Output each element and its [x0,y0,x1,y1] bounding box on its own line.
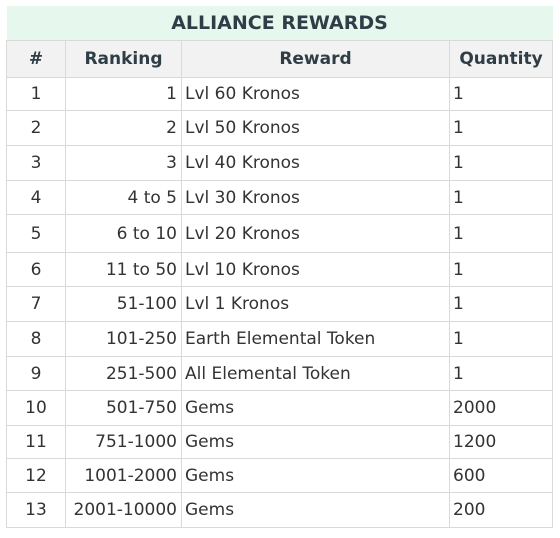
row-reward: Gems [181,458,450,493]
header-ranking: Ranking [65,40,182,78]
table-row: 6 11 to 50 Lvl 10 Kronos 1 [6,252,554,287]
row-reward: Lvl 40 Kronos [181,145,450,181]
row-ranking: 3 [65,145,182,181]
row-quantity: 1 [448,321,554,357]
row-ranking: 1 [65,77,182,111]
row-number: 11 [6,425,66,459]
row-quantity: 600 [448,458,554,493]
row-reward: All Elemental Token [181,356,450,391]
row-quantity: 1200 [448,425,554,459]
row-number: 12 [6,458,66,493]
table-row: 12 1001-2000 Gems 600 [6,458,554,493]
table-row: 2 2 Lvl 50 Kronos 1 [6,110,554,146]
row-number: 1 [6,77,66,111]
row-quantity: 1 [448,286,554,322]
table-row: 9 251-500 All Elemental Token 1 [6,356,554,391]
row-number: 3 [6,145,66,181]
row-quantity: 1 [448,77,554,111]
row-reward: Gems [181,492,450,528]
row-reward: Earth Elemental Token [181,321,450,357]
row-quantity: 1 [448,145,554,181]
row-quantity: 2000 [448,390,554,426]
row-reward: Lvl 10 Kronos [181,252,450,287]
row-number: 7 [6,286,66,322]
row-quantity: 1 [448,214,554,253]
row-reward: Lvl 20 Kronos [181,214,450,253]
header-num: # [6,40,66,78]
row-quantity: 200 [448,492,554,528]
row-number: 9 [6,356,66,391]
header-quantity: Quantity [448,40,554,78]
row-number: 8 [6,321,66,357]
table-row: 8 101-250 Earth Elemental Token 1 [6,321,554,357]
row-ranking: 51-100 [65,286,182,322]
table-header-row: # Ranking Reward Quantity [6,40,554,78]
row-ranking: 751-1000 [65,425,182,459]
row-ranking: 11 to 50 [65,252,182,287]
row-quantity: 1 [448,356,554,391]
row-reward: Gems [181,425,450,459]
row-number: 10 [6,390,66,426]
row-number: 5 [6,214,66,253]
row-quantity: 1 [448,252,554,287]
row-ranking: 1001-2000 [65,458,182,493]
row-ranking: 4 to 5 [65,180,182,215]
row-quantity: 1 [448,180,554,215]
row-quantity: 1 [448,110,554,146]
header-reward: Reward [181,40,450,78]
row-reward: Lvl 30 Kronos [181,180,450,215]
row-ranking: 251-500 [65,356,182,391]
table-row: 7 51-100 Lvl 1 Kronos 1 [6,286,554,322]
row-ranking: 501-750 [65,390,182,426]
row-ranking: 2 [65,110,182,146]
row-ranking: 101-250 [65,321,182,357]
table-row: 3 3 Lvl 40 Kronos 1 [6,145,554,181]
table-row: 11 751-1000 Gems 1200 [6,425,554,459]
row-number: 2 [6,110,66,146]
table-title: ALLIANCE REWARDS [6,6,553,41]
row-reward: Gems [181,390,450,426]
row-reward: Lvl 1 Kronos [181,286,450,322]
row-ranking: 6 to 10 [65,214,182,253]
table-row: 1 1 Lvl 60 Kronos 1 [6,77,554,111]
table-row: 10 501-750 Gems 2000 [6,390,554,426]
table-row: 13 2001-10000 Gems 200 [6,492,554,528]
row-reward: Lvl 60 Kronos [181,77,450,111]
row-reward: Lvl 50 Kronos [181,110,450,146]
alliance-rewards-table: ALLIANCE REWARDS # Ranking Reward Quanti… [6,6,554,528]
row-ranking: 2001-10000 [65,492,182,528]
alliance-rewards-table-container: ALLIANCE REWARDS # Ranking Reward Quanti… [6,6,554,528]
row-number: 4 [6,180,66,215]
row-number: 6 [6,252,66,287]
row-number: 13 [6,492,66,528]
